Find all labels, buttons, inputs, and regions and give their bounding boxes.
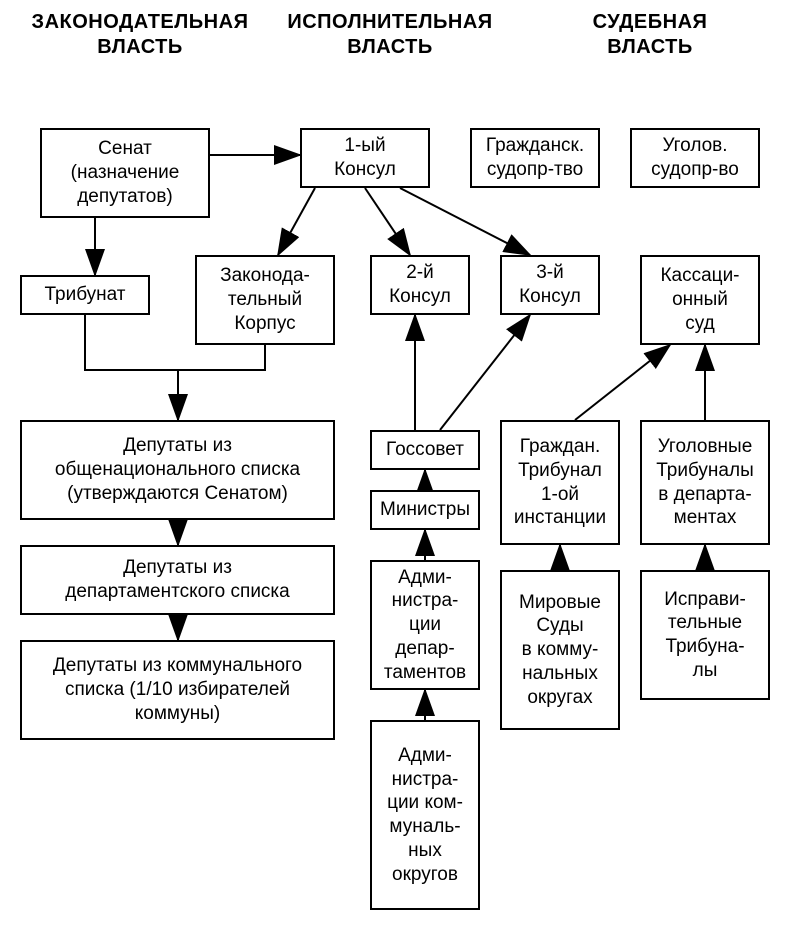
- node-leg-corps: Законода- тельный Корпус: [195, 255, 335, 345]
- node-ministers: Министры: [370, 490, 480, 530]
- diagram-stage: { "canvas": { "width": 790, "height": 92…: [0, 0, 790, 926]
- edge: [85, 315, 178, 370]
- heading-legislative: ЗАКОНОДАТЕЛЬНАЯ ВЛАСТЬ: [15, 10, 265, 60]
- node-civ-trib-1: Граждан. Трибунал 1-ой инстанции: [500, 420, 620, 545]
- edge: [575, 345, 670, 420]
- node-tribunat: Трибунат: [20, 275, 150, 315]
- edge: [365, 188, 410, 255]
- edge: [178, 345, 265, 370]
- heading-judicial: СУДЕБНАЯ ВЛАСТЬ: [540, 10, 760, 60]
- node-consul-2: 2-й Консул: [370, 255, 470, 315]
- node-cassation: Кассаци- онный суд: [640, 255, 760, 345]
- node-consul-1: 1-ый Консул: [300, 128, 430, 188]
- edge: [278, 188, 315, 255]
- node-consul-3: 3-й Консул: [500, 255, 600, 315]
- node-dep-national: Депутаты из общенационального списка (ут…: [20, 420, 335, 520]
- node-admin-comm: Адми- нистра- ции ком- муналь- ных округ…: [370, 720, 480, 910]
- node-dep-comm: Депутаты из коммунального списка (1/10 и…: [20, 640, 335, 740]
- node-senate: Сенат (назначение депутатов): [40, 128, 210, 218]
- heading-executive: ИСПОЛНИТЕЛЬНАЯ ВЛАСТЬ: [275, 10, 505, 60]
- node-admin-dept: Адми- нистра- ции депар- таментов: [370, 560, 480, 690]
- node-ugol-trib: Уголовные Трибуналы в департа- ментах: [640, 420, 770, 545]
- node-dep-dept: Депутаты из департаментского списка: [20, 545, 335, 615]
- node-gossovet: Госсовет: [370, 430, 480, 470]
- node-criminal-proc: Уголов. судопр-во: [630, 128, 760, 188]
- edge: [440, 315, 530, 430]
- node-ispr-trib: Исправи- тельные Трибуна- лы: [640, 570, 770, 700]
- node-civil-proc: Гражданск. судопр-тво: [470, 128, 600, 188]
- node-mir-sud: Мировые Суды в комму- нальных округах: [500, 570, 620, 730]
- edge: [400, 188, 530, 255]
